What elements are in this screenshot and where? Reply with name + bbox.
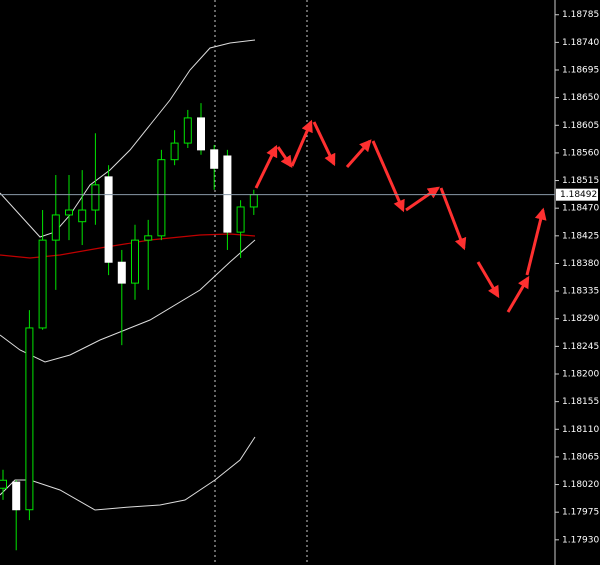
y-tick-label: 1.18245	[562, 342, 599, 352]
candle-body	[38, 239, 47, 329]
candle-body	[249, 194, 258, 208]
y-tick-label: 1.17930	[562, 535, 599, 545]
middle-band	[0, 233, 256, 259]
candle-body	[91, 184, 100, 211]
candle-body	[223, 155, 232, 233]
candle-body	[117, 261, 126, 284]
candle-body	[131, 239, 139, 284]
y-tick-label: 1.18695	[562, 66, 599, 76]
candle-body	[12, 481, 21, 511]
y-tick-label: 1.18785	[562, 10, 599, 20]
y-tick-label: 1.18515	[562, 176, 599, 186]
y-tick-label: 1.18020	[562, 480, 599, 490]
current-price-label: 1.18492	[560, 190, 597, 200]
y-tick-label: 1.17975	[562, 508, 599, 518]
candle-body	[0, 479, 7, 489]
y-tick-label: 1.18335	[562, 287, 599, 297]
candle-body	[236, 206, 245, 233]
y-tick-label: 1.18650	[562, 93, 599, 103]
y-tick-label: 1.18290	[562, 314, 599, 324]
candle-body	[51, 214, 60, 241]
forecast-arrows	[254, 119, 547, 313]
y-tick-label: 1.18110	[562, 425, 599, 435]
y-tick-label: 1.18740	[562, 38, 599, 48]
y-tick-label: 1.18155	[562, 397, 599, 407]
candle-body	[144, 235, 153, 241]
candle-body	[65, 209, 73, 216]
y-tick-label: 1.18560	[562, 148, 599, 158]
candle-body	[25, 327, 34, 511]
y-tick-label: 1.18470	[562, 204, 599, 214]
candle-body	[197, 117, 205, 151]
envelope-line	[0, 436, 256, 511]
candle-body	[157, 159, 166, 237]
candle-body	[210, 149, 219, 169]
candle-body	[78, 209, 87, 223]
candle-body	[183, 117, 192, 144]
candle-body	[170, 142, 179, 161]
y-tick-label: 1.18425	[562, 231, 599, 241]
current-price-box	[556, 188, 598, 201]
candle-body	[104, 176, 113, 263]
y-tick-label: 1.18380	[562, 259, 599, 269]
y-tick-label: 1.18605	[562, 121, 599, 131]
y-tick-label: 1.18200	[562, 370, 599, 380]
y-tick-label: 1.18065	[562, 452, 599, 462]
